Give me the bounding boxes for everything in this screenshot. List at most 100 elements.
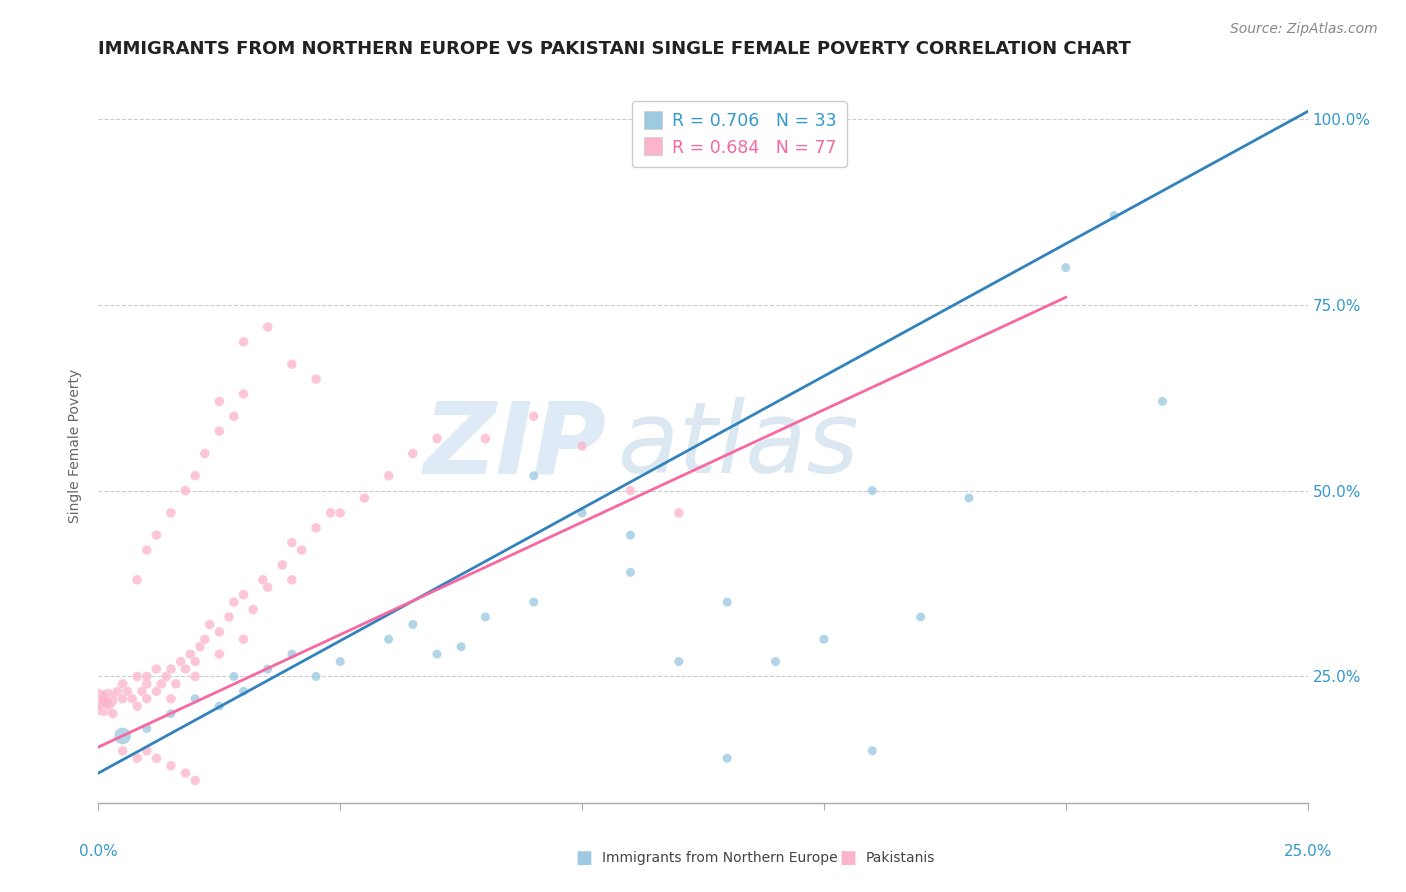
Point <box>232 684 254 698</box>
Point <box>523 468 546 483</box>
Point <box>150 677 173 691</box>
Point <box>145 684 167 698</box>
Point <box>222 595 245 609</box>
Point <box>127 573 149 587</box>
Point <box>329 655 352 669</box>
Text: 0.0%: 0.0% <box>79 844 118 859</box>
Point <box>174 766 197 780</box>
Point <box>160 691 183 706</box>
Text: ■: ■ <box>839 849 856 867</box>
Point <box>402 446 425 460</box>
Point <box>184 773 207 788</box>
Point <box>160 758 183 772</box>
Point <box>87 691 110 706</box>
Point <box>208 394 231 409</box>
Point <box>716 751 738 765</box>
Point <box>208 624 231 639</box>
Text: ZIP: ZIP <box>423 398 606 494</box>
Point <box>668 655 690 669</box>
Point <box>232 334 254 349</box>
Point <box>329 506 352 520</box>
Point <box>127 699 149 714</box>
Point <box>860 744 883 758</box>
Point <box>97 691 120 706</box>
Point <box>619 528 641 542</box>
Point <box>571 506 593 520</box>
Point <box>184 655 207 669</box>
Point <box>281 647 304 661</box>
Point <box>145 528 167 542</box>
Point <box>271 558 294 572</box>
Point <box>252 573 274 587</box>
Text: Source: ZipAtlas.com: Source: ZipAtlas.com <box>1230 22 1378 37</box>
Legend: R = 0.706   N = 33, R = 0.684   N = 77: R = 0.706 N = 33, R = 0.684 N = 77 <box>631 102 846 167</box>
Point <box>135 744 157 758</box>
Point <box>188 640 211 654</box>
Point <box>101 706 124 721</box>
Point <box>208 647 231 661</box>
Text: atlas: atlas <box>619 398 860 494</box>
Point <box>571 439 593 453</box>
Point <box>910 610 932 624</box>
Point <box>319 506 342 520</box>
Point <box>91 699 114 714</box>
Point <box>121 691 143 706</box>
Text: 25.0%: 25.0% <box>1284 844 1331 859</box>
Point <box>155 669 177 683</box>
Point <box>135 691 157 706</box>
Point <box>619 483 641 498</box>
Point <box>305 372 328 386</box>
Point <box>523 409 546 424</box>
Point <box>1152 394 1174 409</box>
Point <box>135 543 157 558</box>
Point <box>222 669 245 683</box>
Point <box>208 424 231 438</box>
Point <box>135 722 157 736</box>
Point <box>232 588 254 602</box>
Point <box>107 684 129 698</box>
Point <box>218 610 240 624</box>
Point <box>305 521 328 535</box>
Point <box>474 610 496 624</box>
Point <box>208 699 231 714</box>
Point <box>765 655 787 669</box>
Point <box>256 662 278 676</box>
Point <box>160 506 183 520</box>
Point <box>957 491 980 505</box>
Point <box>179 647 201 661</box>
Point <box>174 483 197 498</box>
Point <box>426 647 449 661</box>
Point <box>232 387 254 401</box>
Point <box>111 677 134 691</box>
Point <box>281 535 304 549</box>
Point <box>160 662 183 676</box>
Point <box>860 483 883 498</box>
Point <box>1054 260 1077 275</box>
Point <box>619 566 641 580</box>
Point <box>256 320 278 334</box>
Point <box>474 432 496 446</box>
Point <box>222 409 245 424</box>
Point <box>353 491 375 505</box>
Point <box>716 595 738 609</box>
Point <box>135 677 157 691</box>
Text: IMMIGRANTS FROM NORTHERN EUROPE VS PAKISTANI SINGLE FEMALE POVERTY CORRELATION C: IMMIGRANTS FROM NORTHERN EUROPE VS PAKIS… <box>98 40 1132 58</box>
Point <box>232 632 254 647</box>
Point <box>305 669 328 683</box>
Y-axis label: Single Female Poverty: Single Female Poverty <box>69 369 83 523</box>
Point <box>256 580 278 594</box>
Point <box>127 751 149 765</box>
Point <box>169 655 191 669</box>
Point <box>668 506 690 520</box>
Point <box>127 669 149 683</box>
Point <box>131 684 153 698</box>
Point <box>165 677 187 691</box>
Point <box>242 602 264 616</box>
Point <box>184 691 207 706</box>
Point <box>194 446 217 460</box>
Point <box>426 432 449 446</box>
Point <box>111 729 134 743</box>
Point <box>117 684 139 698</box>
Point <box>160 706 183 721</box>
Point <box>111 691 134 706</box>
